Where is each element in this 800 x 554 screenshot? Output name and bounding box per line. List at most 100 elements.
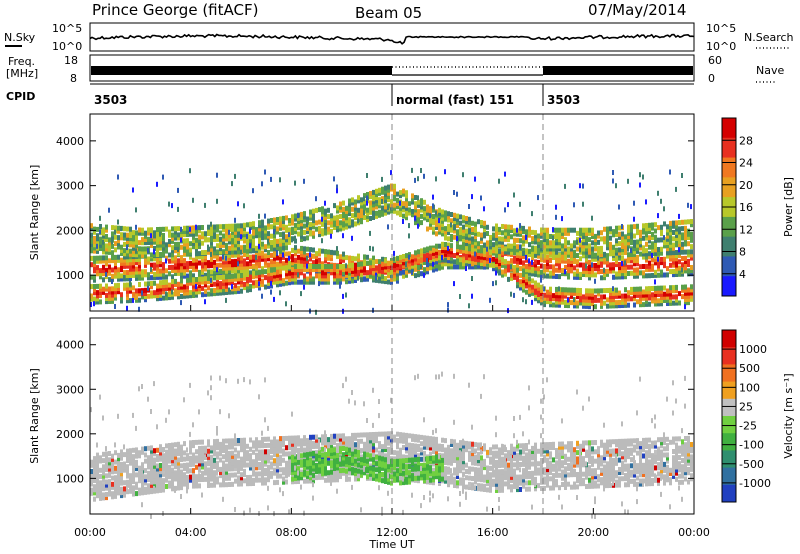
range-cell: [93, 301, 95, 307]
range-cell: [363, 270, 366, 276]
range-cell: [270, 243, 273, 249]
range-cell: [243, 462, 246, 468]
range-cell: [90, 472, 93, 478]
range-cell: [231, 453, 234, 459]
range-cell: [444, 245, 447, 251]
range-cell: [540, 297, 543, 303]
range-cell: [210, 227, 213, 233]
range-cell: [678, 238, 681, 244]
range-cell: [519, 279, 522, 285]
range-cell: [690, 265, 693, 270]
range-cell: [309, 279, 312, 285]
range-cell: [675, 232, 678, 238]
range-cell: [114, 490, 117, 496]
range-cell: [147, 489, 150, 495]
range-cell: [612, 300, 615, 306]
range-cell: [246, 456, 249, 462]
range-cell: [219, 466, 222, 472]
range-cell: [225, 482, 228, 488]
range-cell: [525, 280, 528, 286]
range-cell: [213, 442, 216, 448]
range-cell: [453, 281, 455, 287]
range-cell: [324, 467, 327, 473]
range-cell: [624, 234, 627, 240]
range-cell: [306, 253, 309, 258]
range-cell: [381, 205, 384, 211]
range-cell: [684, 293, 687, 299]
range-cell: [102, 255, 105, 261]
range-cell: [105, 299, 108, 305]
range-cell: [690, 287, 693, 293]
range-cell: [144, 259, 147, 265]
range-cell: [294, 438, 297, 444]
range-cell: [135, 275, 138, 281]
range-cell: [666, 246, 669, 252]
range-cell: [177, 264, 180, 270]
range-cell: [624, 302, 627, 308]
range-cell: [192, 228, 195, 234]
range-cell: [531, 268, 534, 274]
range-cell: [564, 237, 567, 243]
range-cell: [225, 249, 228, 254]
range-cell: [381, 199, 383, 204]
range-cell: [462, 172, 464, 178]
range-cell: [291, 254, 294, 260]
range-cell: [423, 256, 426, 262]
range-cell: [90, 488, 92, 494]
range-cell: [300, 221, 303, 227]
range-cell: [600, 297, 603, 303]
range-cell: [213, 263, 216, 268]
range-cell: [93, 255, 96, 261]
range-cell: [402, 269, 405, 275]
range-cell: [537, 246, 540, 252]
range-cell: [654, 237, 657, 243]
range-cell: [330, 454, 333, 460]
range-cell: [138, 468, 141, 474]
range-cell: [210, 224, 213, 230]
range-cell: [150, 476, 153, 482]
range-cell: [114, 289, 117, 295]
range-cell: [561, 299, 564, 305]
range-cell: [681, 244, 684, 250]
range-cell: [609, 229, 612, 235]
range-cell: [489, 297, 491, 303]
range-cell: [660, 198, 662, 204]
range-cell: [156, 242, 159, 248]
range-cell: [210, 256, 213, 262]
range-cell: [120, 276, 123, 282]
range-cell: [207, 476, 210, 482]
range-cell: [480, 235, 483, 241]
range-cell: [126, 270, 129, 275]
range-cell: [447, 217, 450, 223]
range-cell: [246, 443, 249, 449]
range-cell: [303, 255, 306, 261]
range-cell: [513, 192, 515, 198]
range-cell: [345, 266, 348, 272]
range-cell: [99, 246, 102, 251]
range-cell: [495, 232, 498, 238]
range-cell: [297, 466, 300, 472]
range-cell: [105, 271, 107, 277]
range-cell: [633, 270, 636, 276]
range-cell: [336, 253, 339, 259]
range-cell: [96, 271, 99, 277]
range-cell: [126, 260, 129, 266]
range-cell: [180, 471, 182, 476]
range-cell: [150, 479, 153, 485]
range-cell: [267, 277, 270, 283]
range-cell: [447, 236, 450, 242]
range-cell: [195, 477, 198, 483]
range-cell: [273, 448, 276, 454]
range-cell: [111, 239, 113, 245]
range-cell: [624, 260, 626, 266]
range-cell: [195, 439, 198, 445]
range-cell: [171, 203, 173, 209]
range-cell: [255, 263, 258, 269]
range-cell: [600, 259, 603, 265]
range-cell: [477, 257, 480, 263]
range-cell: [291, 445, 294, 450]
range-cell: [525, 257, 528, 263]
range-cell: [321, 270, 324, 276]
range-cell: [441, 248, 444, 254]
range-cell: [378, 190, 381, 196]
